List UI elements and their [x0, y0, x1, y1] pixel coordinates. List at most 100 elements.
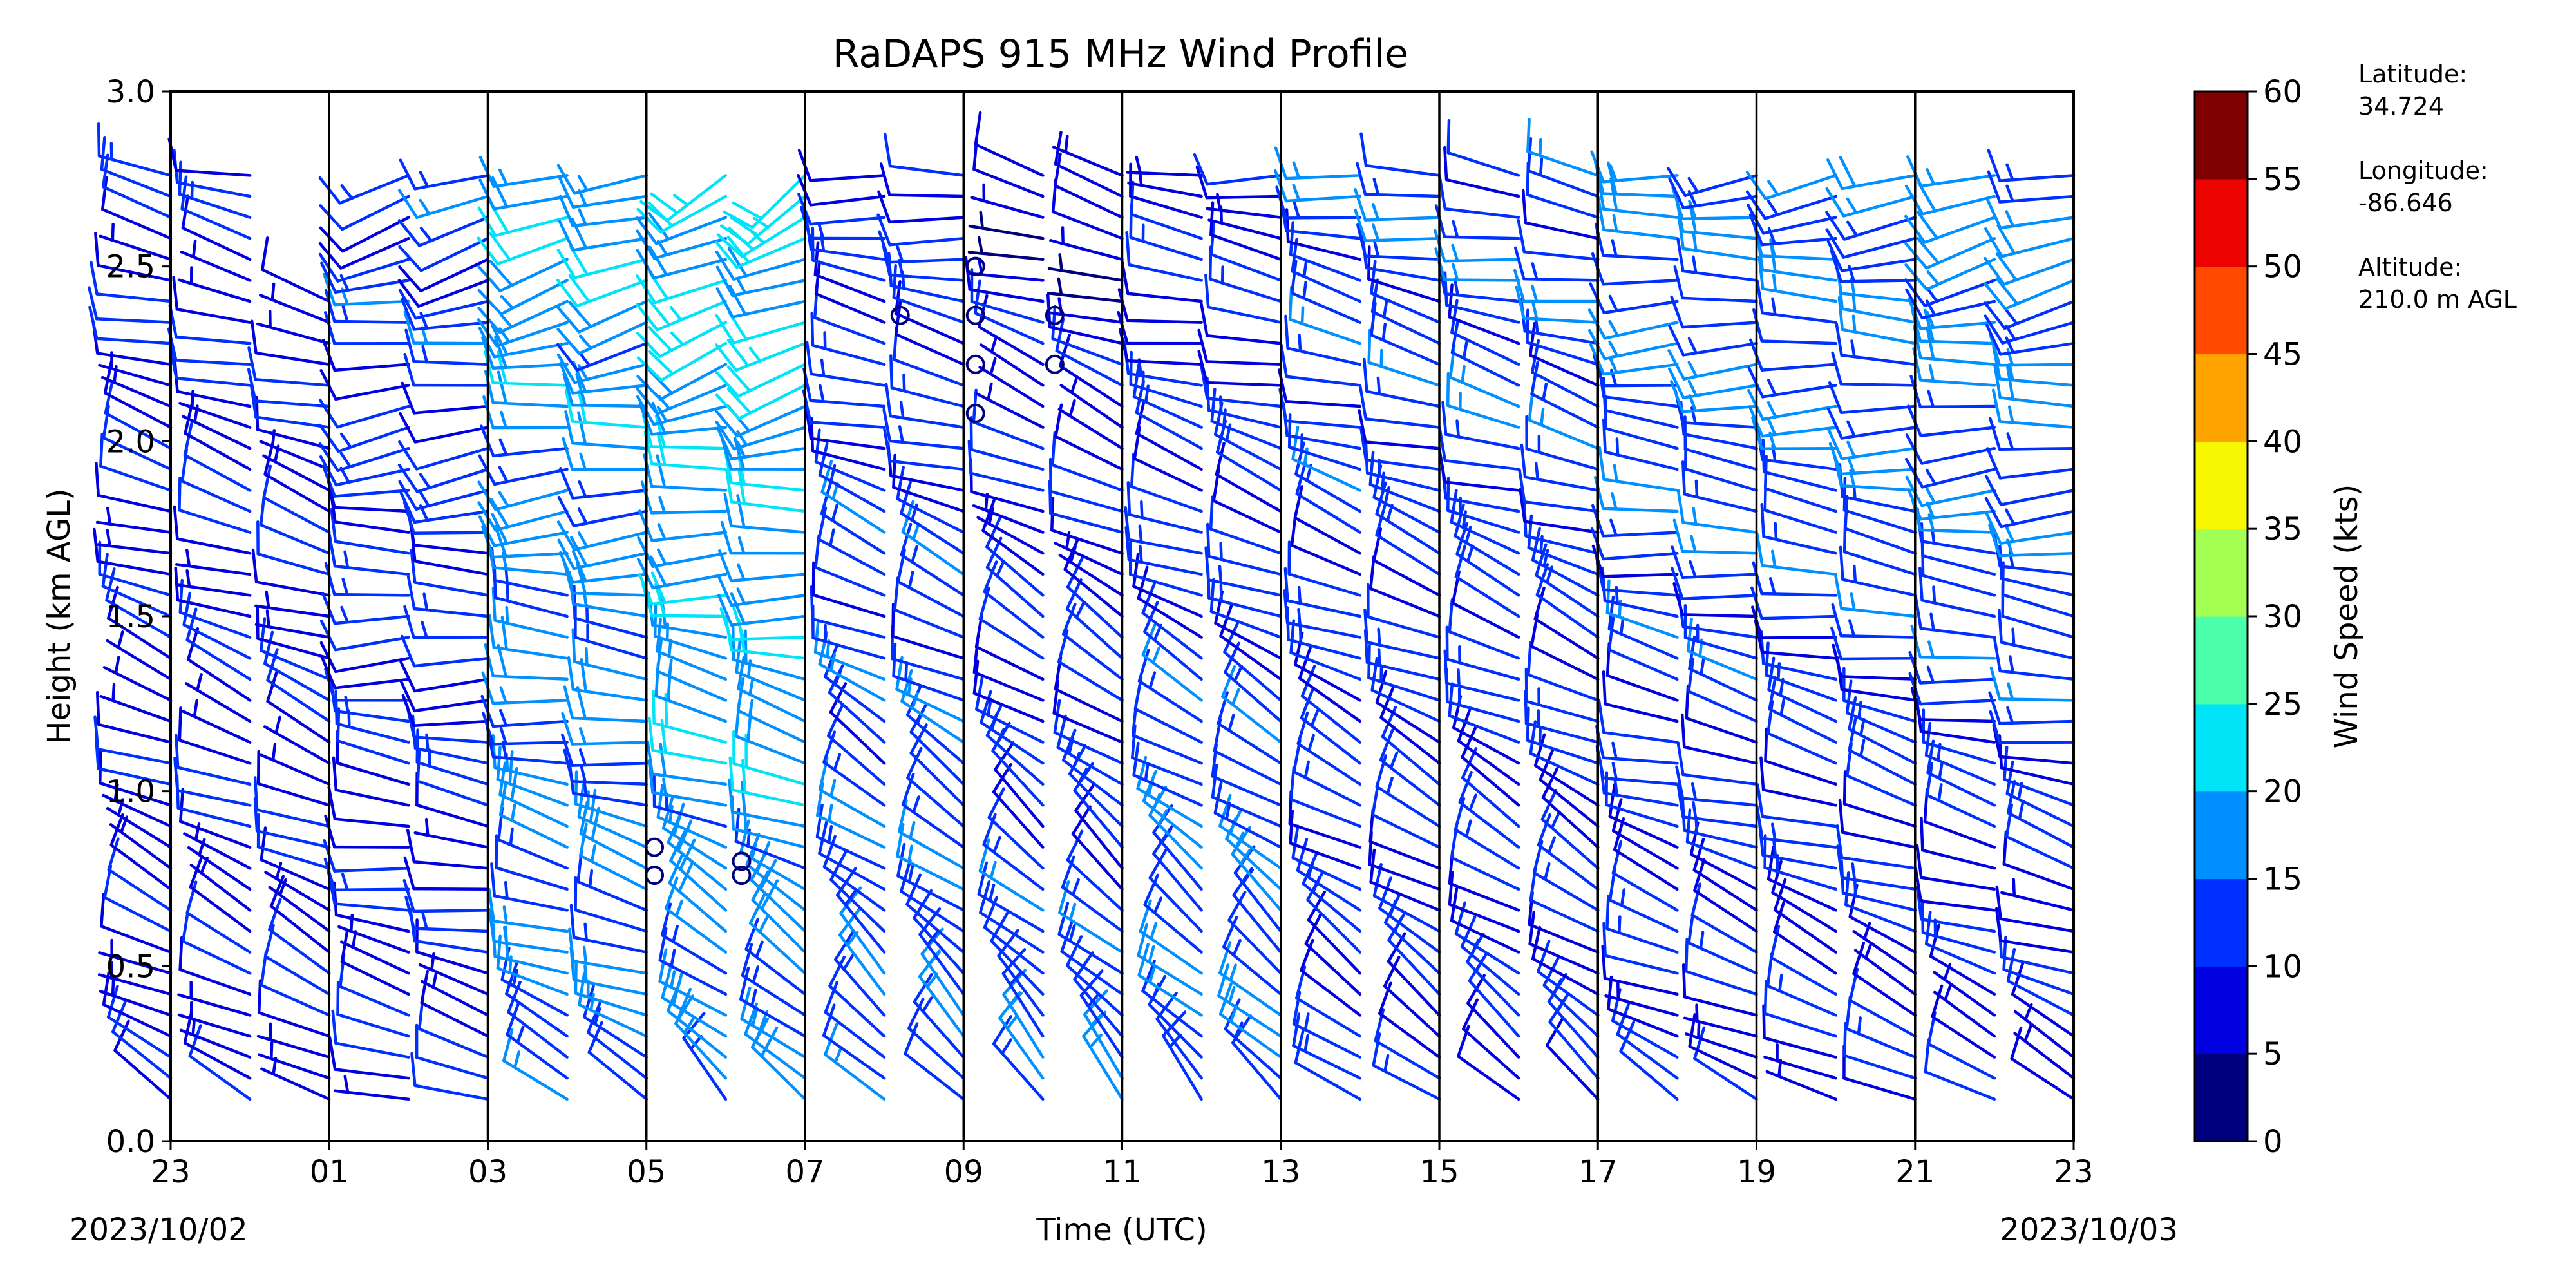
wind-barb [1768, 676, 1837, 744]
wind-barb [173, 505, 252, 555]
calm-marker [732, 851, 752, 871]
calm-marker [965, 256, 985, 276]
wind-barb [1683, 1003, 1758, 1038]
wind-barb [1676, 238, 1758, 282]
wind-barb [1283, 567, 1362, 618]
wind-barb [254, 590, 331, 618]
wind-barb [1989, 417, 2076, 451]
wind-barb [1300, 687, 1362, 765]
wind-barb [562, 437, 648, 471]
wind-barb [892, 264, 965, 324]
calm-marker [1045, 354, 1065, 374]
wind-barb [1359, 385, 1441, 429]
wind-barb [731, 626, 807, 681]
wind-barb [1057, 880, 1124, 954]
wind-barb [1684, 938, 1758, 996]
calm-marker [965, 354, 985, 374]
wind-barb [656, 618, 728, 681]
wind-barb [736, 677, 807, 744]
wind-barb [1672, 582, 1758, 618]
wind-barb [1132, 553, 1203, 618]
wind-barb [502, 1028, 569, 1101]
wind-barb [1461, 726, 1520, 807]
wind-barb [1602, 418, 1679, 471]
wind-barb [978, 357, 1045, 408]
wind-barb [829, 682, 886, 765]
wind-barb [1227, 891, 1282, 975]
wind-barb [88, 305, 173, 345]
wind-barb [1681, 460, 1758, 513]
wind-barb [1759, 756, 1837, 807]
wind-barb [1209, 495, 1282, 555]
wind-barb [416, 747, 489, 807]
wind-barb [1752, 308, 1837, 345]
wind-barb [896, 823, 965, 891]
wind-barb [715, 338, 807, 372]
wind-barb [1838, 799, 1917, 849]
wind-barb [561, 733, 648, 767]
wind-barb [260, 951, 331, 1017]
y-tick-label: 2.0 [106, 424, 155, 460]
wind-barb [1756, 805, 1837, 849]
wind-barb [184, 673, 252, 723]
wind-barb [100, 176, 173, 240]
wind-barb [256, 750, 331, 807]
wind-barb [399, 660, 489, 693]
wind-barb [1125, 231, 1203, 282]
wind-barb [102, 404, 173, 471]
wind-barb [1832, 643, 1917, 681]
wind-barb [1124, 506, 1203, 555]
x-tick-label: 13 [1261, 1154, 1300, 1190]
wind-barb [882, 408, 965, 450]
wind-barb [1852, 942, 1917, 1017]
x-axis-label: Time (UTC) [1036, 1212, 1207, 1248]
wind-barb [1693, 1026, 1758, 1101]
wind-barb [1530, 361, 1600, 429]
wind-barb [1223, 621, 1282, 702]
wind-barb [88, 286, 173, 324]
y-tick-label: 1.5 [106, 599, 155, 635]
wind-barb [173, 757, 252, 807]
wind-barb [406, 575, 489, 618]
wind-barb [1135, 401, 1203, 471]
wind-barb [1757, 255, 1837, 303]
wind-barb [1448, 682, 1520, 744]
wind-barb [1375, 670, 1441, 744]
calm-marker [732, 866, 752, 886]
wind-barb [556, 341, 648, 372]
wind-barb [99, 432, 173, 492]
wind-barb [1835, 322, 1917, 366]
wind-barb [1756, 532, 1837, 576]
wind-barb [818, 820, 886, 891]
wind-barb [556, 299, 648, 334]
wind-barb [811, 561, 886, 618]
wind-barb [1221, 665, 1282, 744]
wind-barb [1984, 299, 2076, 330]
wind-barb [175, 734, 252, 786]
wind-barb [1668, 324, 1758, 357]
wind-barb [1525, 415, 1600, 471]
wind-barb [491, 587, 569, 639]
wind-barb [256, 1022, 331, 1059]
colorbar-tick-label: 50 [2263, 249, 2302, 285]
wind-barb [1545, 1016, 1600, 1101]
wind-barb [1057, 902, 1124, 975]
wind-barb [397, 189, 489, 219]
wind-barb [876, 213, 965, 247]
wind-barb [556, 321, 648, 355]
wind-barb [399, 680, 489, 713]
wind-barb [1438, 448, 1520, 492]
wind-barb [1685, 1020, 1758, 1059]
wind-barb [1448, 283, 1520, 345]
wind-barb [182, 591, 252, 660]
wind-barb [1200, 365, 1282, 408]
wind-barb [1597, 699, 1679, 744]
wind-barb [1222, 916, 1282, 996]
wind-barb [506, 1003, 569, 1080]
wind-barb [333, 1075, 410, 1101]
wind-barb [1370, 301, 1441, 366]
wind-barb [189, 855, 252, 933]
wind-barb [1611, 840, 1679, 912]
wind-barb [1047, 253, 1124, 282]
wind-barb [403, 856, 489, 891]
